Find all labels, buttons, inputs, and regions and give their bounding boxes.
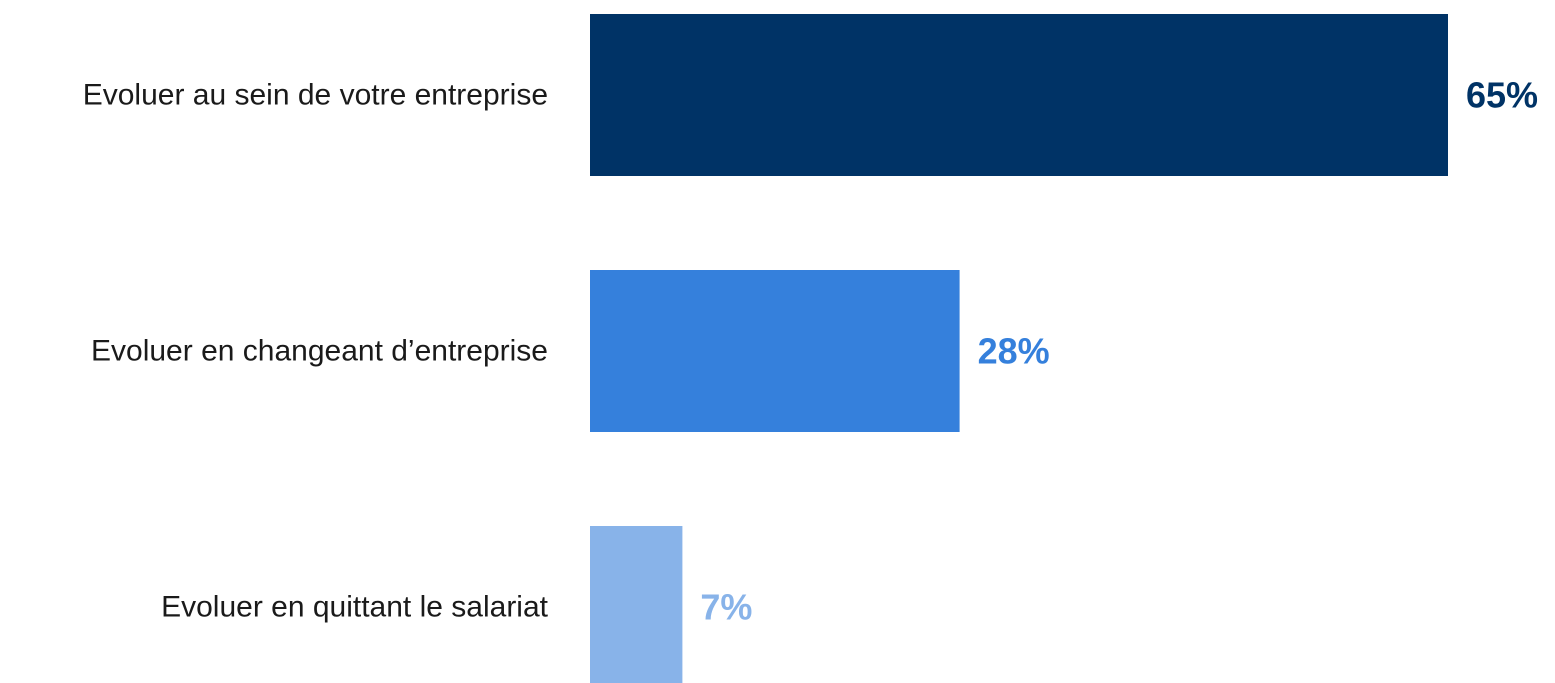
value-label-2: 28% [978,331,1050,372]
bar-2 [590,270,960,432]
value-labels-group: 65% 28% 7% [700,75,1538,628]
bars-group [590,14,1448,683]
category-labels-group: Evoluer au sein de votre entreprise Evolu… [83,79,549,624]
category-label-2: Evoluer en changeant d’entreprise [91,335,548,368]
value-label-3: 7% [700,587,752,628]
bar-3 [590,526,683,683]
bar-1 [590,14,1448,176]
value-label-1: 65% [1466,75,1538,116]
category-label-1: Evoluer au sein de votre entreprise [83,79,548,112]
category-label-3: Evoluer en quittant le salariat [161,591,549,624]
